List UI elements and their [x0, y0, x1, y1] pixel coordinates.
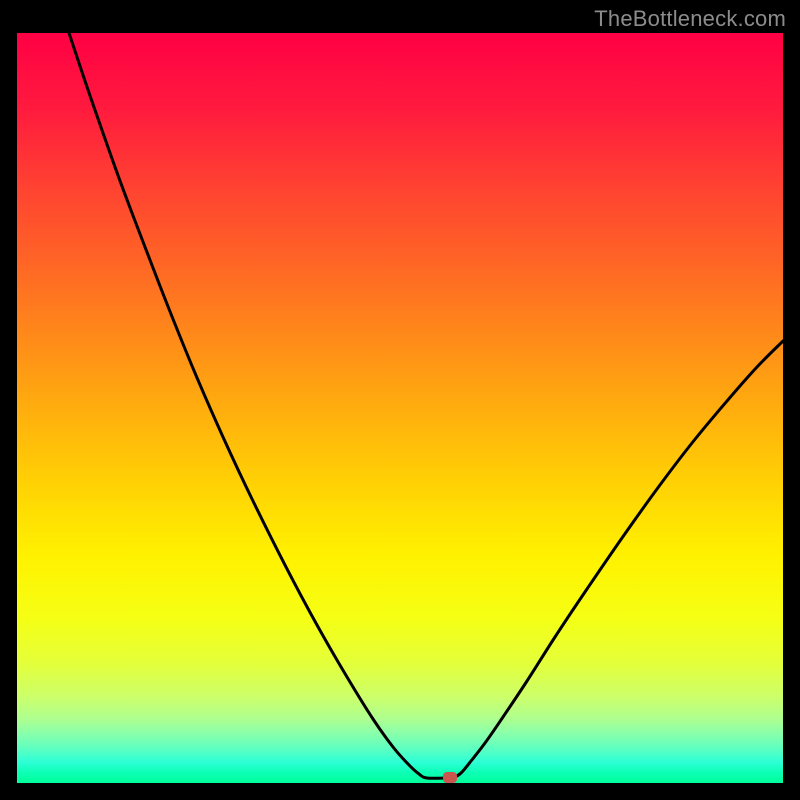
- plot-area: [17, 33, 783, 783]
- chart-container: TheBottleneck.com: [0, 0, 800, 800]
- curve-right-branch: [453, 341, 783, 778]
- optimum-marker: [443, 772, 457, 783]
- curve-left-branch: [69, 33, 447, 778]
- attribution-text: TheBottleneck.com: [594, 6, 786, 32]
- bottleneck-curve: [17, 33, 783, 783]
